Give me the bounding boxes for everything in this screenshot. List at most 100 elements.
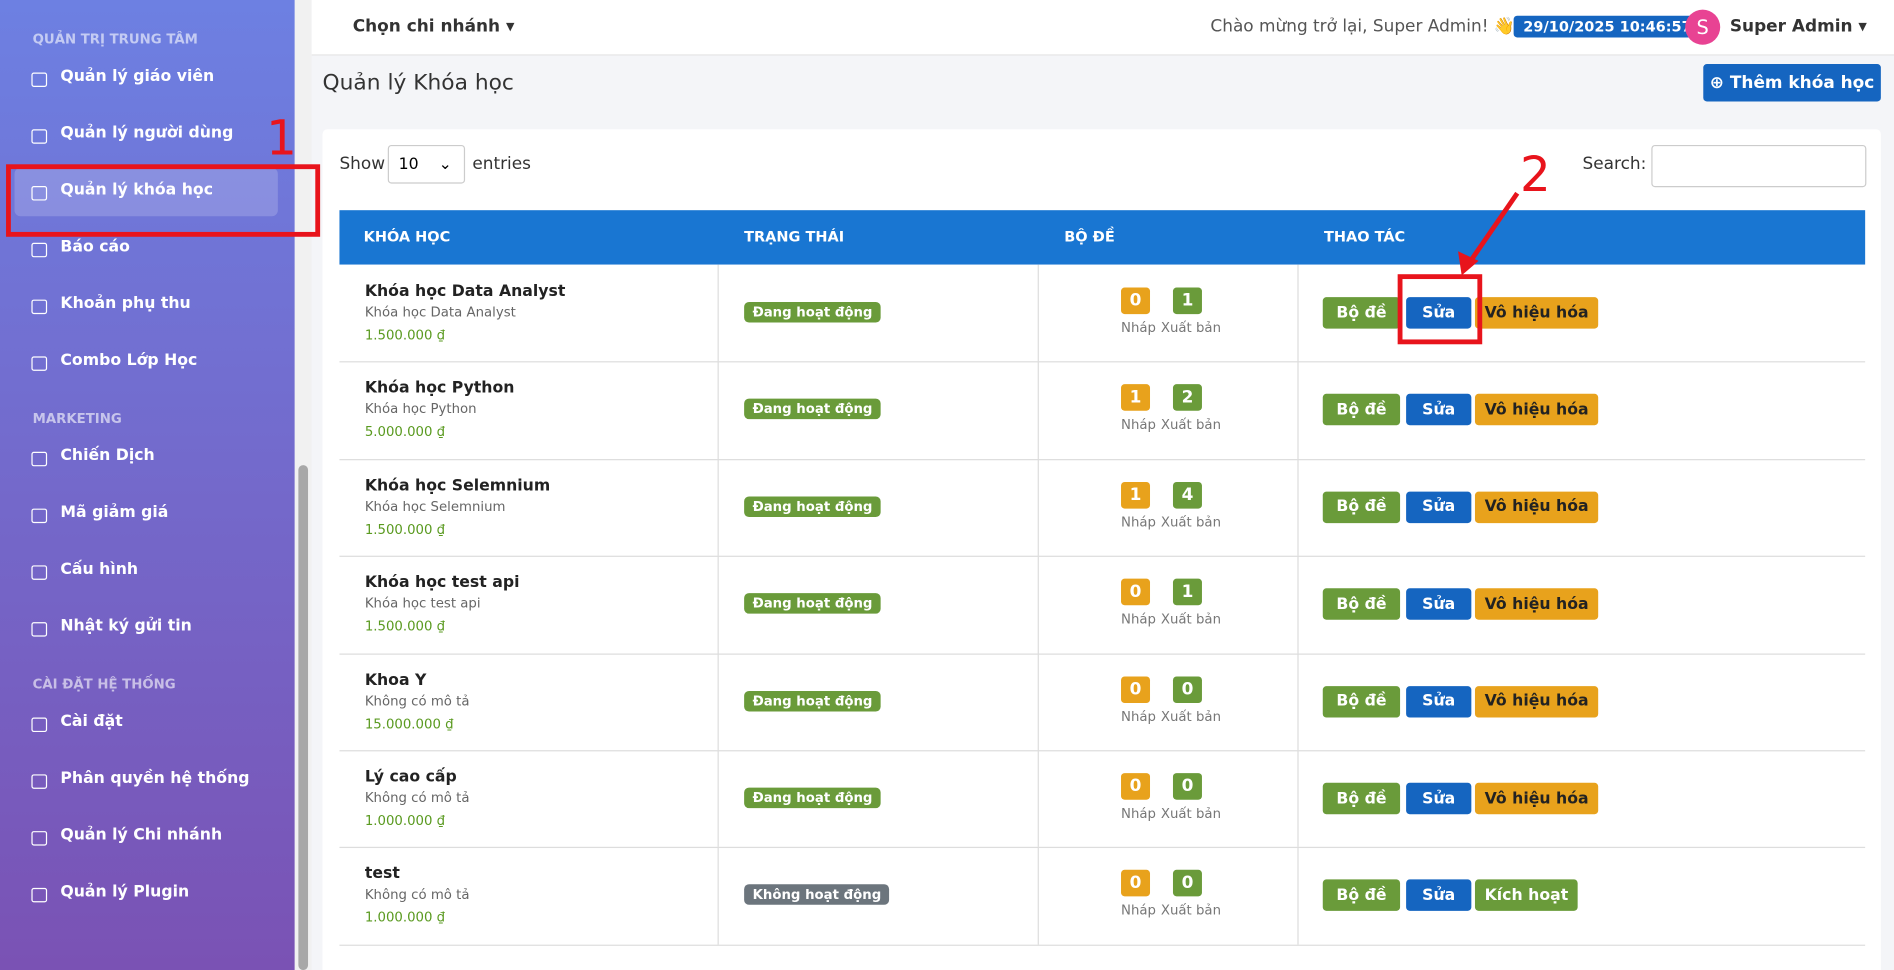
course-name[interactable]: Khóa học Data Analyst [364, 282, 566, 301]
menu-item[interactable]: Phân quyền hệ thống [60, 769, 250, 788]
course-price: 1.500.000 ₫ [364, 521, 446, 538]
column-divider [717, 653, 719, 751]
draft-count: 0 [1121, 287, 1151, 315]
menu-item[interactable]: Mã giảm giá [60, 503, 169, 522]
user-name: Super Admin [1729, 16, 1853, 37]
search-input[interactable] [1651, 144, 1867, 188]
column-header[interactable]: TRẠNG THÁI [744, 228, 845, 246]
action-button[interactable]: Sửa [1406, 297, 1472, 329]
menu-item[interactable]: Chiến Dịch [60, 446, 155, 466]
row-divider [339, 361, 1866, 363]
search-label: Search: [1582, 154, 1647, 174]
published-label: Xuất bản [1160, 708, 1222, 725]
menu-item[interactable]: Nhật ký gửi tin [60, 617, 192, 636]
column-divider [717, 264, 719, 362]
action-button[interactable]: Sửa [1406, 879, 1472, 912]
action-text: Vô hiệu hóa [1484, 789, 1589, 808]
action-button[interactable]: Sửa [1406, 491, 1472, 523]
add-course-button[interactable]: ⊕ Thêm khóa học [1703, 64, 1881, 102]
datetime: 29/10/2025 10:46:57 [1513, 15, 1702, 38]
action-button[interactable]: Sửa [1406, 394, 1472, 426]
avatar[interactable]: S [1685, 9, 1721, 45]
menu-item[interactable]: Cấu hình [60, 560, 139, 579]
page-size-select[interactable]: 10 ⌄ [387, 144, 466, 184]
action-button[interactable]: Vô hiệu hóa [1474, 685, 1599, 718]
action-text: Sửa [1422, 789, 1456, 808]
course-price: 1.000.000 ₫ [364, 910, 446, 926]
column-divider [1037, 264, 1039, 362]
action-text: Bộ đề [1336, 692, 1387, 711]
course-name[interactable]: Khóa học Selemnium [364, 476, 551, 496]
row-divider [339, 653, 1866, 655]
action-button[interactable]: Vô hiệu hóa [1474, 588, 1599, 620]
action-button[interactable]: Bộ đề [1322, 588, 1401, 620]
action-text: Vô hiệu hóa [1484, 595, 1589, 614]
course-price: 1.000.000 ₫ [364, 812, 446, 829]
course-description: Không có mô tả [364, 692, 470, 709]
action-button[interactable]: Kích hoạt [1474, 879, 1578, 912]
draft-label: Nháp [1121, 708, 1156, 725]
course-name[interactable]: test [364, 865, 400, 884]
menu-item[interactable]: Quản lý giáo viên [60, 67, 215, 86]
menu-item[interactable]: Quản lý Plugin [60, 883, 190, 902]
section-title: CÀI ĐẶT HỆ THỐNG [32, 676, 176, 693]
menu-icon [31, 242, 48, 258]
action-button[interactable]: Sửa [1406, 588, 1472, 620]
draft-count: 0 [1121, 773, 1151, 800]
column-header[interactable]: BỘ ĐỀ [1064, 228, 1115, 246]
menu-item[interactable]: Combo Lớp Học [60, 351, 198, 370]
add-course-text: Thêm khóa học [1729, 73, 1875, 93]
action-button[interactable]: Vô hiệu hóa [1474, 782, 1599, 815]
action-button[interactable]: Vô hiệu hóa [1474, 394, 1599, 426]
row-divider [339, 555, 1866, 558]
action-button[interactable]: Bộ đề [1322, 297, 1401, 329]
menu-item[interactable]: Quản lý người dùng [60, 124, 234, 143]
course-name[interactable]: Lý cao cấp [364, 768, 457, 787]
course-name[interactable]: Khoa Y [364, 671, 427, 690]
column-divider [1297, 847, 1299, 945]
status-badge: Không hoạt động [744, 884, 890, 906]
action-button[interactable]: Bộ đề [1322, 491, 1401, 523]
published-count: 1 [1172, 287, 1202, 315]
draft-count: 0 [1121, 578, 1151, 606]
action-button[interactable]: Vô hiệu hóa [1474, 297, 1599, 329]
menu-item[interactable]: Quản lý Chi nhánh [60, 826, 223, 845]
status-badge: Đang hoạt động [744, 787, 881, 809]
row-divider [339, 458, 1866, 461]
branch-text: Chọn chi nhánh [352, 16, 501, 37]
menu-item[interactable]: Khoản phụ thu [60, 294, 191, 313]
menu-icon [31, 451, 48, 467]
course-name[interactable]: Khóa học test api [364, 574, 520, 593]
action-text: Vô hiệu hóa [1484, 498, 1589, 517]
action-button[interactable]: Sửa [1406, 685, 1472, 718]
column-header[interactable]: KHÓA HỌC [363, 228, 451, 246]
menu-item[interactable]: Cài đặt [60, 712, 123, 731]
column-header[interactable]: THAO TÁC [1323, 228, 1406, 246]
course-price: 1.500.000 ₫ [364, 618, 446, 635]
column-divider [1297, 458, 1299, 556]
action-text: Bộ đề [1336, 400, 1387, 420]
menu-item[interactable]: Quản lý khóa học [60, 181, 214, 200]
scroll-thumb[interactable] [298, 465, 309, 970]
action-text: Bộ đề [1336, 886, 1387, 905]
column-divider [1037, 847, 1039, 945]
action-button[interactable]: Bộ đề [1322, 394, 1401, 426]
column-divider [1297, 653, 1299, 751]
draft-label: Nháp [1121, 417, 1156, 433]
menu-item[interactable]: Báo cáo [60, 237, 130, 257]
page-title: Quản lý Khóa học [322, 70, 514, 96]
action-button[interactable]: Bộ đề [1322, 782, 1401, 815]
action-button[interactable]: Bộ đề [1322, 685, 1401, 718]
status-badge: Đang hoạt động [744, 496, 881, 517]
user-menu[interactable]: Super Admin ▾ [1729, 16, 1867, 37]
branch-select[interactable]: Chọn chi nhánh ▾ [352, 16, 515, 37]
action-button[interactable]: Bộ đề [1322, 879, 1401, 912]
menu-icon [31, 72, 48, 87]
action-text: Sửa [1422, 595, 1456, 614]
menu-icon [31, 186, 48, 201]
menu-icon [31, 299, 48, 315]
action-button[interactable]: Vô hiệu hóa [1474, 491, 1599, 523]
action-button[interactable]: Sửa [1406, 782, 1472, 815]
course-name[interactable]: Khóa học Python [364, 379, 515, 398]
